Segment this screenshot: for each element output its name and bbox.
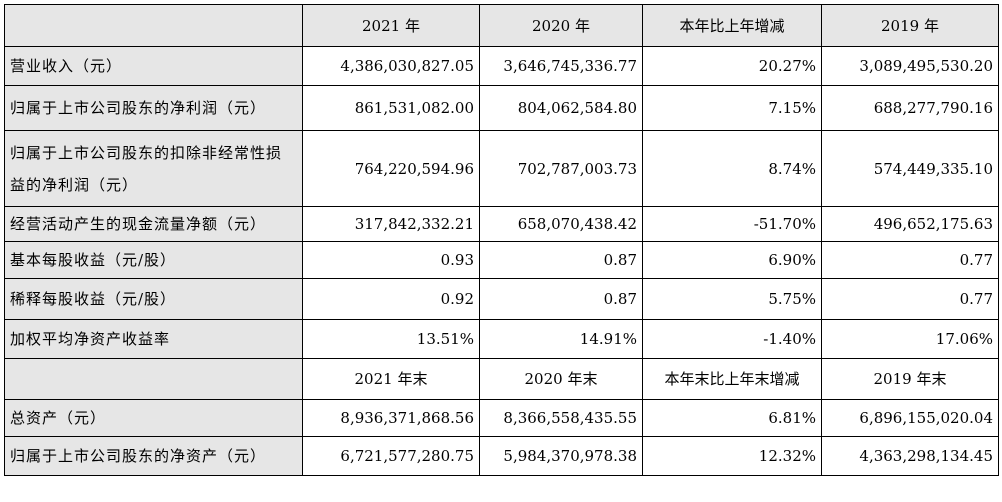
header-2019: 2019 年 [821, 4, 999, 47]
value-2019: 17.06% [821, 319, 999, 359]
header-change: 本年比上年增减 [642, 4, 822, 47]
value-2020: 3,646,745,336.77 [479, 46, 643, 86]
value-change: 6.90% [642, 241, 822, 279]
table-header-row: 2021 年 2020 年 本年比上年增减 2019 年 [4, 4, 999, 47]
value-2019: 4,363,298,134.45 [821, 436, 999, 476]
financial-summary-table: 2021 年 2020 年 本年比上年增减 2019 年 营业收入（元） 4,3… [4, 4, 999, 476]
row-label: 营业收入（元） [4, 46, 303, 86]
row-label: 归属于上市公司股东的净利润（元） [4, 85, 303, 131]
header-2020: 2020 年 [479, 4, 643, 47]
value-2019: 0.77 [821, 241, 999, 279]
value-2020: 0.87 [479, 278, 643, 320]
table-row: 归属于上市公司股东的净利润（元） 861,531,082.00 804,062,… [4, 85, 999, 131]
value-2019: 3,089,495,530.20 [821, 46, 999, 86]
subheader-change: 本年末比上年末增减 [642, 358, 822, 400]
table-row: 归属于上市公司股东的净资产（元） 6,721,577,280.75 5,984,… [4, 436, 999, 476]
table-row: 稀释每股收益（元/股） 0.92 0.87 5.75% 0.77 [4, 278, 999, 320]
table-row: 经营活动产生的现金流量净额（元） 317,842,332.21 658,070,… [4, 206, 999, 242]
value-change: 6.81% [642, 399, 822, 437]
subheader-2021-end: 2021 年末 [302, 358, 480, 400]
subheader-2020-end: 2020 年末 [479, 358, 643, 400]
row-label: 基本每股收益（元/股） [4, 241, 303, 279]
value-2021: 0.93 [302, 241, 480, 279]
value-2021: 0.92 [302, 278, 480, 320]
value-2019: 496,652,175.63 [821, 206, 999, 242]
table-row: 加权平均净资产收益率 13.51% 14.91% -1.40% 17.06% [4, 319, 999, 359]
value-2021: 8,936,371,868.56 [302, 399, 480, 437]
value-2021: 861,531,082.00 [302, 85, 480, 131]
value-2021: 317,842,332.21 [302, 206, 480, 242]
value-2019: 0.77 [821, 278, 999, 320]
row-label: 归属于上市公司股东的净资产（元） [4, 436, 303, 476]
value-2020: 658,070,438.42 [479, 206, 643, 242]
subheader-corner-cell [4, 358, 303, 400]
value-2020: 0.87 [479, 241, 643, 279]
value-change: 8.74% [642, 130, 822, 207]
value-change: 5.75% [642, 278, 822, 320]
table-row: 总资产（元） 8,936,371,868.56 8,366,558,435.55… [4, 399, 999, 437]
value-2020: 8,366,558,435.55 [479, 399, 643, 437]
header-2021: 2021 年 [302, 4, 480, 47]
value-change: -51.70% [642, 206, 822, 242]
value-2021: 4,386,030,827.05 [302, 46, 480, 86]
value-2021: 6,721,577,280.75 [302, 436, 480, 476]
table-row: 基本每股收益（元/股） 0.93 0.87 6.90% 0.77 [4, 241, 999, 279]
value-change: 12.32% [642, 436, 822, 476]
value-2020: 702,787,003.73 [479, 130, 643, 207]
subheader-2019-end: 2019 年末 [821, 358, 999, 400]
table-row: 营业收入（元） 4,386,030,827.05 3,646,745,336.7… [4, 46, 999, 86]
value-2020: 5,984,370,978.38 [479, 436, 643, 476]
value-change: -1.40% [642, 319, 822, 359]
table-subheader-row: 2021 年末 2020 年末 本年末比上年末增减 2019 年末 [4, 358, 999, 400]
value-2020: 804,062,584.80 [479, 85, 643, 131]
table-row: 归属于上市公司股东的扣除非经常性损益的净利润（元） 764,220,594.96… [4, 130, 999, 207]
row-label: 加权平均净资产收益率 [4, 319, 303, 359]
value-2019: 688,277,790.16 [821, 85, 999, 131]
row-label: 经营活动产生的现金流量净额（元） [4, 206, 303, 242]
value-change: 20.27% [642, 46, 822, 86]
value-2020: 14.91% [479, 319, 643, 359]
value-2021: 13.51% [302, 319, 480, 359]
header-corner-cell [4, 4, 303, 47]
row-label: 稀释每股收益（元/股） [4, 278, 303, 320]
value-change: 7.15% [642, 85, 822, 131]
row-label: 归属于上市公司股东的扣除非经常性损益的净利润（元） [4, 130, 303, 207]
row-label: 总资产（元） [4, 399, 303, 437]
value-2021: 764,220,594.96 [302, 130, 480, 207]
value-2019: 6,896,155,020.04 [821, 399, 999, 437]
value-2019: 574,449,335.10 [821, 130, 999, 207]
